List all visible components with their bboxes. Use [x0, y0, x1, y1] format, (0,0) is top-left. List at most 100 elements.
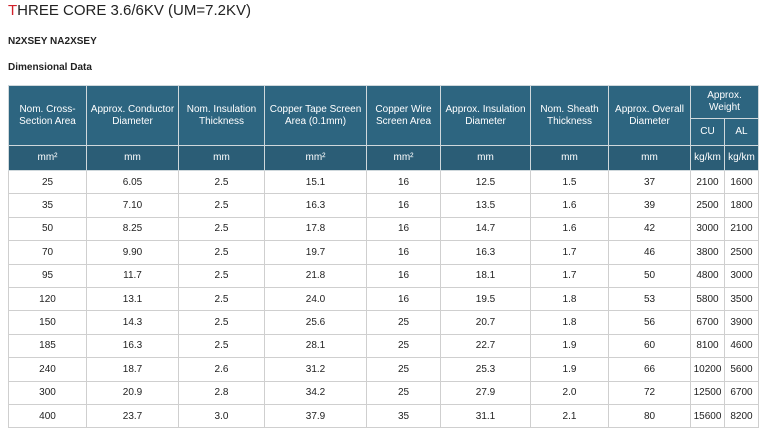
table-cell: 20.9	[86, 380, 179, 405]
table-cell: 14.3	[86, 310, 179, 335]
table-cell: 2.5	[178, 193, 265, 218]
column-header: Approx. Conductor Diameter	[86, 85, 179, 146]
column-header: Nom. Cross-Section Area	[8, 85, 87, 146]
table-cell: 2.0	[530, 380, 609, 405]
unit-cell: kg/km	[724, 145, 759, 171]
table-cell: 120	[8, 286, 87, 312]
table-cell: 16	[366, 193, 441, 218]
table-cell: 16	[366, 286, 441, 312]
table-cell: 60	[608, 333, 691, 359]
table-cell: 25	[366, 357, 441, 382]
header-row: CU AL	[9, 118, 759, 146]
table-cell: 19.5	[440, 286, 531, 312]
units-row: mm² mm mm mm² mm² mm mm mm kg/km kg/km	[8, 145, 759, 171]
table-cell: 46	[608, 240, 691, 265]
table-cell: 72	[608, 380, 691, 405]
table-row: 25 6.05 2.5 15.1 16 12.5 1.5 37 2100 1600	[8, 169, 759, 195]
table-cell: 35	[366, 403, 441, 429]
table-cell: 8.25	[86, 216, 179, 242]
table-cell: 80	[608, 403, 691, 429]
table-cell: 24.0	[264, 286, 367, 312]
column-header: CU	[690, 118, 725, 146]
table-cell: 2.5	[178, 286, 265, 312]
table-cell: 70	[8, 240, 87, 265]
table-cell: 56	[608, 310, 691, 335]
table-cell: 18.7	[86, 357, 179, 382]
table-cell: 25.3	[440, 357, 531, 382]
unit-cell: mm	[86, 145, 179, 171]
title: THREE CORE 3.6/6KV (UM=7.2KV)	[8, 2, 251, 19]
table-cell: 19.7	[264, 240, 367, 265]
table-cell: 25.6	[264, 310, 367, 335]
unit-cell: mm	[178, 145, 265, 171]
table-cell: 50	[608, 263, 691, 288]
table-cell: 10200	[690, 357, 725, 382]
table-row: 185 16.3 2.5 28.1 25 22.7 1.9 60 8100 4600	[8, 333, 759, 359]
column-header: AL	[724, 118, 759, 146]
table-body: 25 6.05 2.5 15.1 16 12.5 1.5 37 2100 1600 35 7.10 2.…	[8, 169, 759, 429]
table-cell: 2100	[724, 216, 759, 242]
table-cell: 185	[8, 333, 87, 359]
table-cell: 37	[608, 169, 691, 195]
table-cell: 4600	[724, 333, 759, 359]
table-row: 240 18.7 2.6 31.2 25 25.3 1.9 66 10200 5600	[8, 357, 759, 382]
table-cell: 11.7	[86, 263, 179, 288]
table-cell: 2100	[690, 169, 725, 195]
unit-cell: mm	[530, 145, 609, 171]
table-cell: 2.5	[178, 240, 265, 265]
column-header: Nom. Sheath Thickness	[530, 85, 609, 146]
table-cell: 1600	[724, 169, 759, 195]
table-cell: 17.8	[264, 216, 367, 242]
table-cell: 9.90	[86, 240, 179, 265]
table-cell: 2.5	[178, 333, 265, 359]
table-row: 35 7.10 2.5 16.3 16 13.5 1.6 39 2500 1800	[8, 193, 759, 218]
table-cell: 6700	[724, 380, 759, 405]
table-row: 300 20.9 2.8 34.2 25 27.9 2.0 72 12500 6700	[8, 380, 759, 405]
table-cell: 3800	[690, 240, 725, 265]
table-cell: 1.5	[530, 169, 609, 195]
table-head: Nom. Cross-Section Area Approx. Conductor…	[8, 85, 759, 171]
table-cell: 3900	[724, 310, 759, 335]
table-cell: 1.9	[530, 333, 609, 359]
unit-cell: kg/km	[690, 145, 725, 171]
table-cell: 13.5	[440, 193, 531, 218]
table-cell: 31.2	[264, 357, 367, 382]
unit-cell: mm²	[366, 145, 441, 171]
table-cell: 16	[366, 216, 441, 242]
table-cell: 4800	[690, 263, 725, 288]
table-row: 150 14.3 2.5 25.6 25 20.7 1.8 56 6700 3900	[8, 310, 759, 335]
table-cell: 3000	[690, 216, 725, 242]
table-cell: 34.2	[264, 380, 367, 405]
table-cell: 12.5	[440, 169, 531, 195]
table-cell: 1.6	[530, 216, 609, 242]
table-cell: 300	[8, 380, 87, 405]
table-cell: 3.0	[178, 403, 265, 429]
column-header: Nom. Insulation Thickness	[178, 85, 265, 146]
table-cell: 16	[366, 169, 441, 195]
table-row: 95 11.7 2.5 21.8 16 18.1 1.7 50 4800 3000	[8, 263, 759, 288]
table-cell: 2.5	[178, 169, 265, 195]
column-header: Approx. Overall Diameter	[608, 85, 691, 146]
table-cell: 25	[366, 310, 441, 335]
table-cell: 31.1	[440, 403, 531, 429]
table-cell: 16	[366, 240, 441, 265]
unit-cell: mm²	[264, 145, 367, 171]
table-cell: 3500	[724, 286, 759, 312]
table-cell: 2.5	[178, 263, 265, 288]
table-cell: 1800	[724, 193, 759, 218]
table-cell: 53	[608, 286, 691, 312]
table-cell: 2500	[690, 193, 725, 218]
table-cell: 15.1	[264, 169, 367, 195]
table-cell: 2500	[724, 240, 759, 265]
table-cell: 95	[8, 263, 87, 288]
table-cell: 16.3	[440, 240, 531, 265]
table-cell: 6.05	[86, 169, 179, 195]
table-cell: 2.5	[178, 216, 265, 242]
table-cell: 22.7	[440, 333, 531, 359]
header-row: Nom. Cross-Section Area Approx. Conductor…	[8, 85, 759, 146]
subtitle: N2XSEY NA2XSEY	[8, 36, 97, 47]
table-row: 50 8.25 2.5 17.8 16 14.7 1.6 42 3000 2100	[8, 216, 759, 242]
table-cell: 14.7	[440, 216, 531, 242]
table-cell: 1.7	[530, 263, 609, 288]
